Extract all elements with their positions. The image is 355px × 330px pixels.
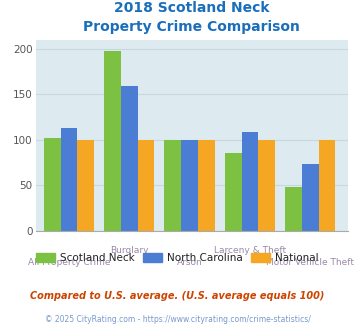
Bar: [104, 50, 121, 231]
Text: Larceny & Theft: Larceny & Theft: [214, 246, 286, 255]
Bar: [77, 140, 94, 231]
Bar: [318, 140, 335, 231]
Bar: [241, 132, 258, 231]
Bar: [138, 140, 154, 231]
Text: All Property Crime: All Property Crime: [28, 258, 110, 267]
Bar: [285, 187, 302, 231]
Legend: Scotland Neck, North Carolina, National: Scotland Neck, North Carolina, National: [32, 249, 323, 267]
Title: 2018 Scotland Neck
Property Crime Comparison: 2018 Scotland Neck Property Crime Compar…: [83, 1, 300, 34]
Bar: [302, 164, 318, 231]
Bar: [164, 140, 181, 231]
Bar: [61, 128, 77, 231]
Bar: [258, 140, 275, 231]
Bar: [44, 138, 61, 231]
Text: Compared to U.S. average. (U.S. average equals 100): Compared to U.S. average. (U.S. average …: [30, 291, 325, 301]
Bar: [225, 152, 241, 231]
Bar: [181, 140, 198, 231]
Text: Motor Vehicle Theft: Motor Vehicle Theft: [266, 258, 354, 267]
Text: © 2025 CityRating.com - https://www.cityrating.com/crime-statistics/: © 2025 CityRating.com - https://www.city…: [45, 315, 310, 324]
Bar: [121, 86, 138, 231]
Bar: [198, 140, 215, 231]
Text: Burglary: Burglary: [110, 246, 148, 255]
Text: Arson: Arson: [177, 258, 202, 267]
